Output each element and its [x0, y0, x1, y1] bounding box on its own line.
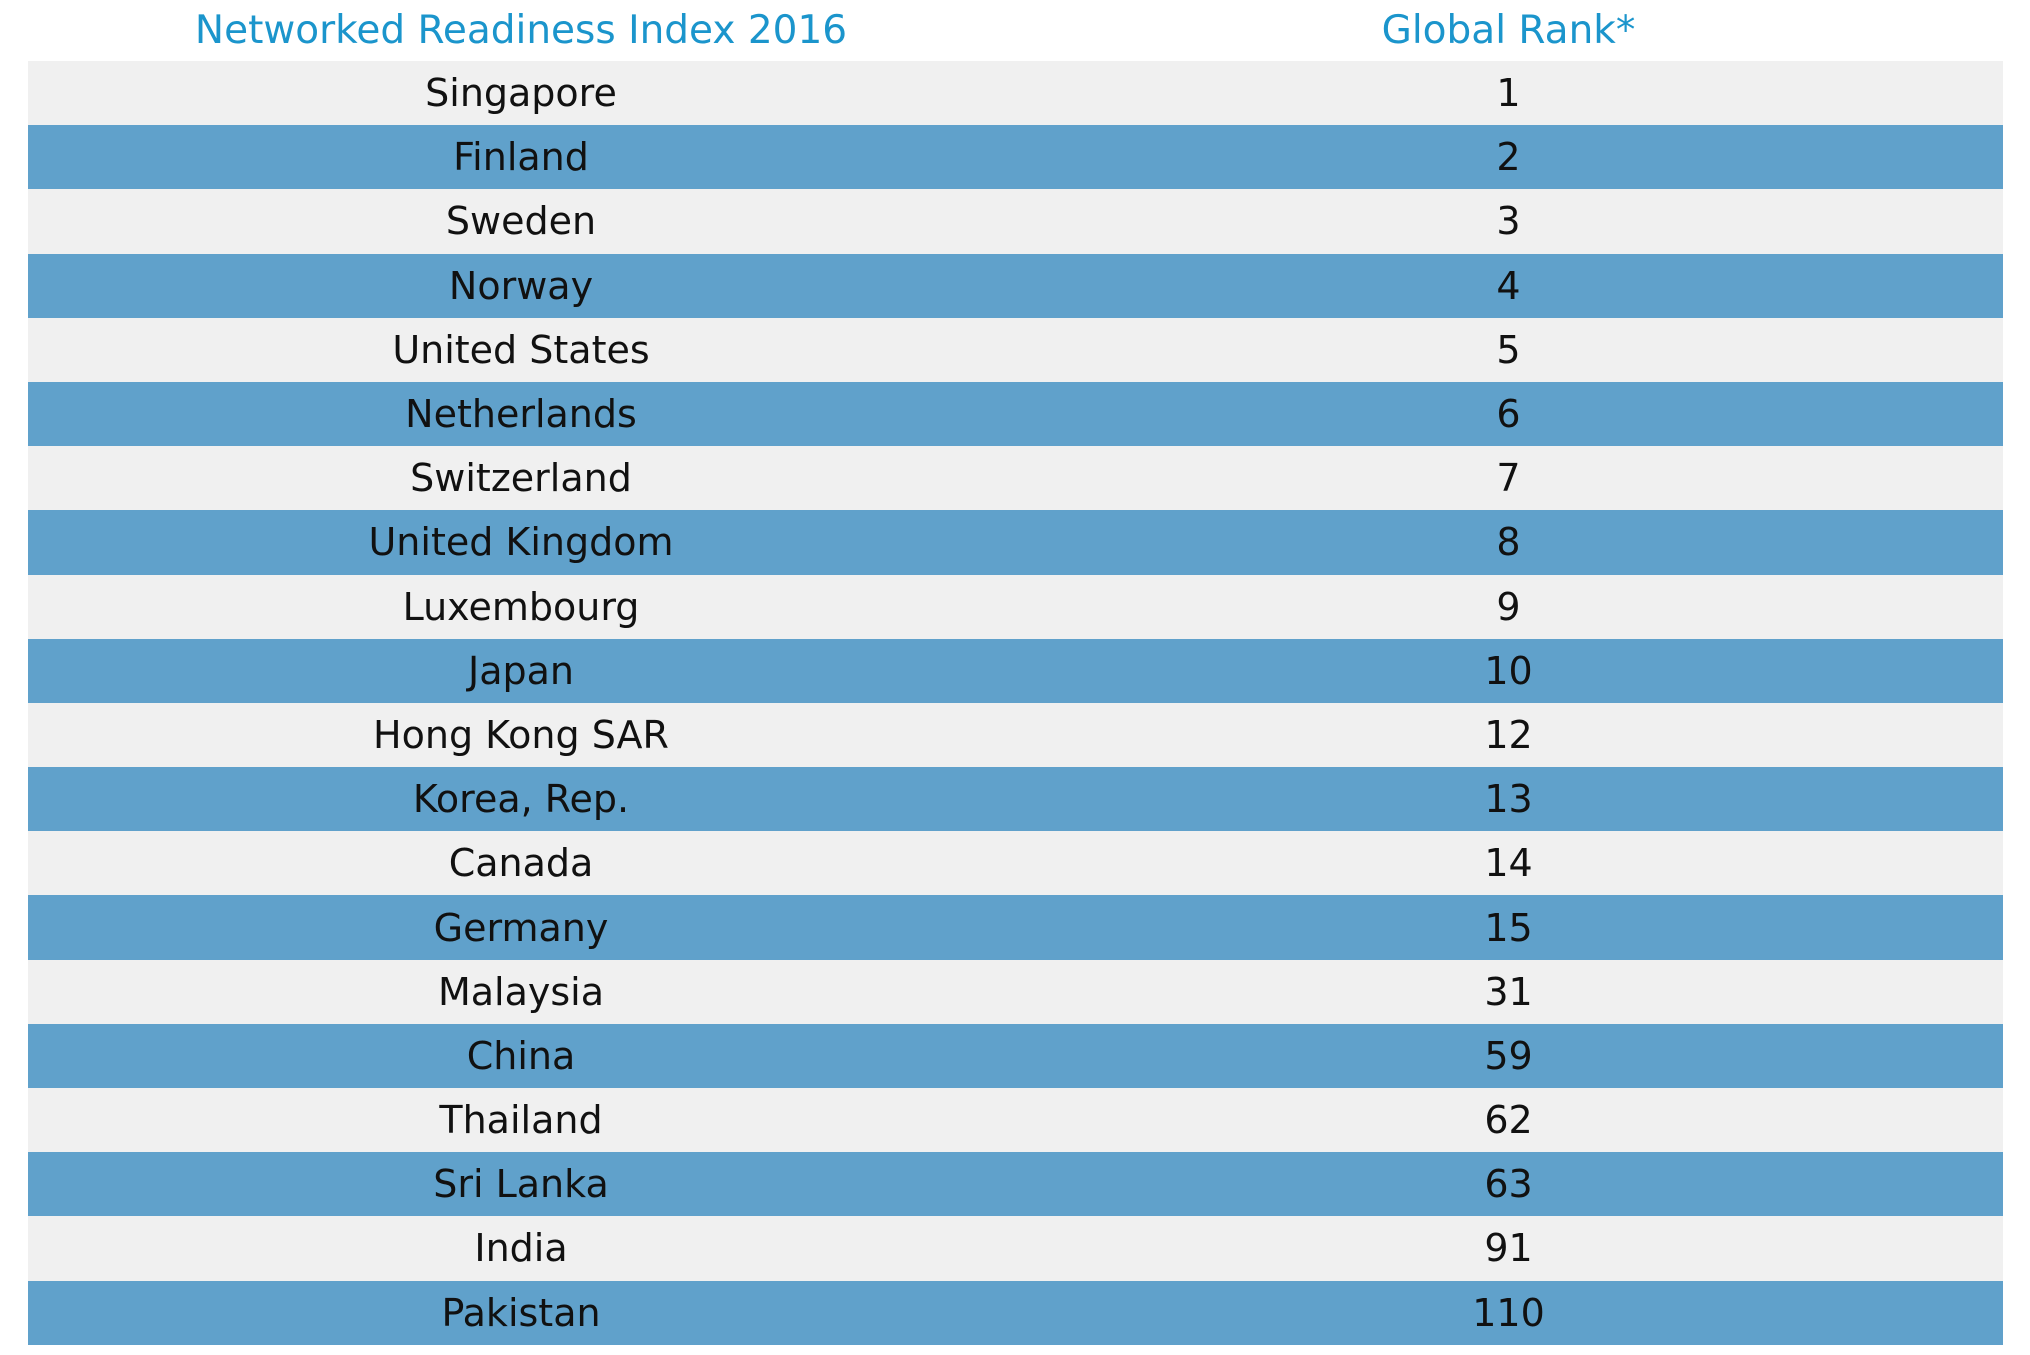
rank-cell: 5: [1496, 327, 1521, 372]
country-cell: Japan: [468, 648, 574, 693]
rank-cell: 1: [1496, 71, 1521, 116]
table-row: Japan 10: [28, 638, 2003, 703]
country-cell: Switzerland: [410, 456, 632, 501]
rank-cell: 7: [1496, 456, 1521, 501]
country-cell: Korea, Rep.: [412, 777, 630, 822]
table-row: Finland 2: [28, 125, 2003, 190]
column-header-rank: Global Rank*: [1381, 8, 1636, 53]
country-cell: Pakistan: [441, 1290, 601, 1335]
country-cell: India: [474, 1226, 568, 1271]
table-row: Thailand 62: [28, 1088, 2003, 1153]
country-cell: Germany: [433, 905, 609, 950]
table-row: Sri Lanka 63: [28, 1152, 2003, 1217]
table-row: Singapore 1: [28, 61, 2003, 126]
rank-cell: 9: [1496, 584, 1521, 629]
rank-cell: 3: [1496, 199, 1521, 244]
rank-cell: 31: [1484, 969, 1533, 1014]
rank-cell: 63: [1484, 1162, 1533, 1207]
rank-cell: 8: [1496, 520, 1521, 565]
country-cell: Finland: [453, 135, 589, 180]
country-cell: Netherlands: [405, 392, 637, 437]
table-row: Canada 14: [28, 831, 2003, 896]
rank-cell: 91: [1484, 1226, 1533, 1271]
country-cell: Canada: [448, 841, 594, 886]
rank-cell: 10: [1484, 648, 1533, 693]
table-body: Singapore 1 Finland 2 Sweden 3 Norway 4 United S…: [28, 61, 2003, 1345]
table-row: Luxembourg 9: [28, 574, 2003, 639]
country-cell: China: [466, 1033, 576, 1078]
table-row: Hong Kong SAR 12: [28, 702, 2003, 768]
column-header-country: Networked Readiness Index 2016: [194, 8, 848, 53]
rank-cell: 62: [1484, 1098, 1533, 1143]
rank-cell: 2: [1496, 135, 1521, 180]
table-row: Germany 15: [28, 895, 2003, 960]
table-row: India 91: [28, 1216, 2003, 1281]
country-cell: Sri Lanka: [433, 1162, 609, 1207]
country-cell: Thailand: [439, 1098, 603, 1143]
table-row: Switzerland 7: [28, 446, 2003, 511]
rank-cell: 110: [1472, 1290, 1545, 1335]
country-cell: Singapore: [425, 71, 617, 116]
rank-cell: 14: [1484, 841, 1533, 886]
country-cell: Luxembourg: [402, 584, 640, 629]
country-cell: United States: [392, 327, 650, 372]
table-row: Pakistan 110: [28, 1280, 2003, 1345]
rank-cell: 59: [1484, 1033, 1533, 1078]
rank-cell: 15: [1484, 905, 1533, 950]
country-cell: Sweden: [445, 199, 597, 244]
rank-cell: 6: [1496, 392, 1521, 437]
table-row: Norway 4: [28, 253, 2003, 318]
ranking-table: Networked Readiness Index 2016 Global Ra…: [28, 0, 2003, 1345]
country-cell: Hong Kong SAR: [373, 712, 669, 757]
country-cell: Norway: [448, 263, 594, 308]
table-row: China 59: [28, 1023, 2003, 1088]
table-row: United States 5: [28, 317, 2003, 382]
table-row: Sweden 3: [28, 189, 2003, 254]
table-row: United Kingdom 8: [28, 510, 2003, 575]
table-row: Korea, Rep. 13: [28, 767, 2003, 832]
table-row: Malaysia 31: [28, 959, 2003, 1024]
rank-cell: 13: [1484, 777, 1533, 822]
rank-cell: 12: [1484, 712, 1533, 757]
table-row: Netherlands 6: [28, 381, 2003, 447]
rank-cell: 4: [1496, 263, 1521, 308]
country-cell: Malaysia: [437, 969, 605, 1014]
table-header: Networked Readiness Index 2016 Global Ra…: [28, 0, 2003, 61]
country-cell: United Kingdom: [368, 520, 674, 565]
